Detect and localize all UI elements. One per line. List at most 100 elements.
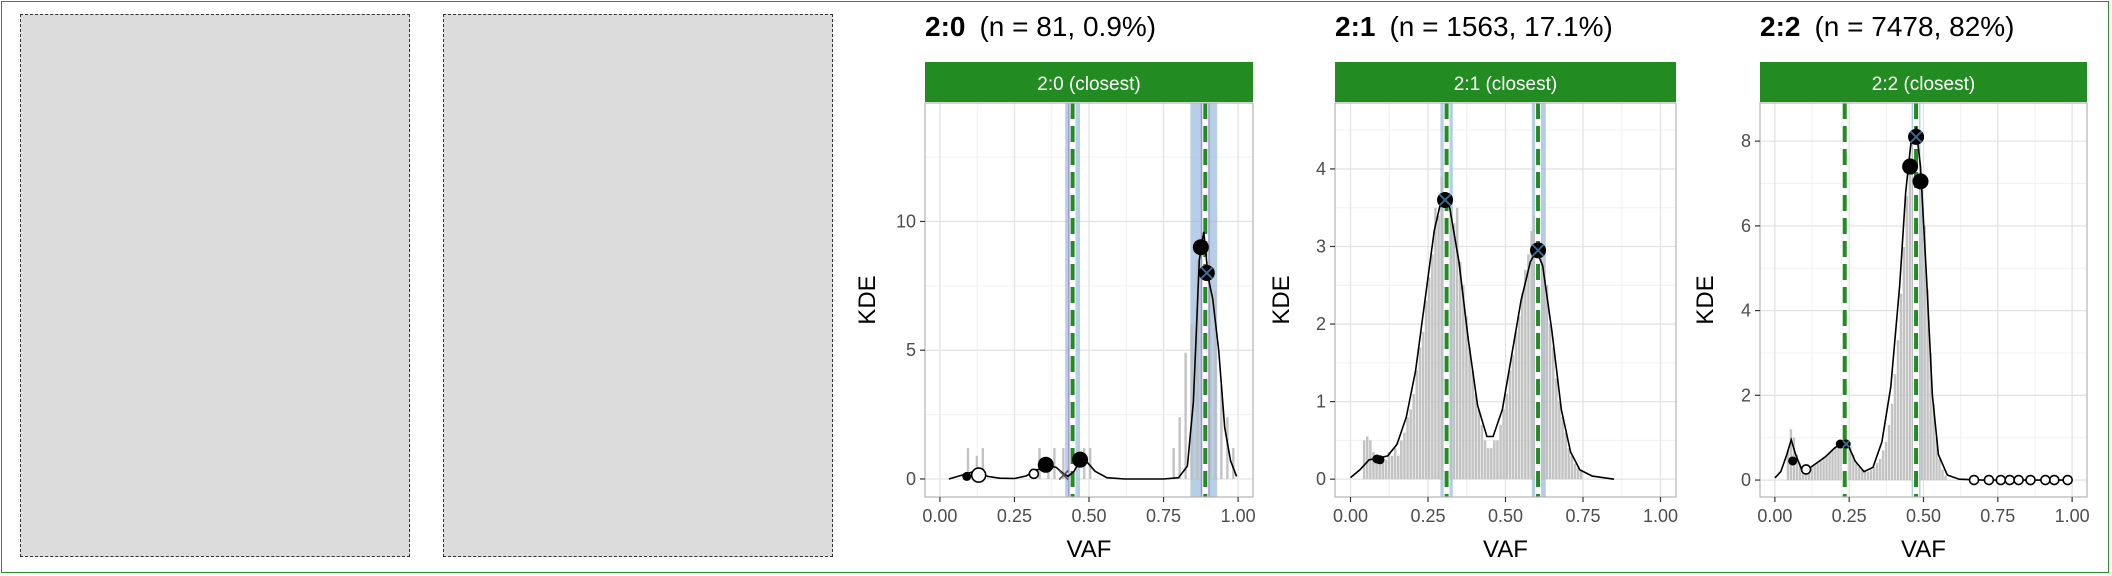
y-tick-label: 0 <box>1316 469 1326 489</box>
peak-point-marker <box>1531 244 1545 257</box>
title-cn-label: 2:0 <box>925 11 965 42</box>
histogram-bar <box>1822 456 1825 481</box>
title-count-label: (n = 1563, 17.1%) <box>1389 11 1612 42</box>
histogram-bar <box>1944 475 1947 481</box>
peak-point-cross <box>1058 470 1069 481</box>
y-axis-label: KDE <box>854 275 881 324</box>
y-tick-label: 8 <box>1741 131 1751 151</box>
histogram-bar <box>1226 417 1229 479</box>
x-tick-label: 0.75 <box>1980 506 2015 526</box>
histogram-bar <box>1881 450 1885 481</box>
histogram-bar <box>1878 458 1882 481</box>
histogram-bar <box>1375 455 1378 480</box>
peak-point <box>1037 456 1054 473</box>
histogram-bar <box>1372 452 1375 480</box>
histogram-bar <box>1184 352 1187 479</box>
histogram-bar <box>1505 393 1508 480</box>
y-tick-label: 2 <box>1316 314 1326 334</box>
title-cn-label: 2:1 <box>1335 11 1375 42</box>
histogram-bar <box>1508 370 1512 480</box>
histogram-bar <box>1397 455 1400 480</box>
peak-point-open <box>1983 474 1995 486</box>
histogram-bar <box>1459 261 1462 480</box>
histogram-bar <box>1486 448 1490 480</box>
facet-strip <box>1760 62 2087 102</box>
facet-strip <box>925 62 1253 102</box>
histogram-bar <box>1867 471 1870 481</box>
x-tick-label: 0.50 <box>1071 506 1106 526</box>
x-tick-label: 0.25 <box>1832 506 1867 526</box>
histogram-bar <box>1938 458 1941 481</box>
facet-strip-label: 2:2 (closest) <box>1872 74 1975 95</box>
histogram-bar <box>1929 352 1932 481</box>
histogram-bar <box>1555 378 1558 480</box>
y-tick-label: 2 <box>1741 385 1751 405</box>
histogram-bar <box>1935 437 1938 481</box>
histogram-bar <box>1431 254 1434 480</box>
histogram-bar <box>1406 417 1409 480</box>
histogram-bar <box>1872 467 1876 481</box>
histogram-bar <box>1920 179 1923 481</box>
peak-point-marker <box>1842 440 1850 448</box>
chart-title: 2:2 (n = 7478, 82%) <box>1760 11 2015 42</box>
y-tick-label: 4 <box>1316 159 1326 179</box>
histogram-bar <box>1789 429 1793 481</box>
histogram-bar <box>1890 403 1894 481</box>
histogram-bar <box>1428 277 1431 480</box>
histogram-bar <box>1786 450 1790 481</box>
histogram-bar <box>1418 347 1422 480</box>
histogram-bar <box>1062 448 1065 479</box>
histogram-bar <box>1810 467 1813 481</box>
histogram-bar <box>1403 432 1406 480</box>
histogram-bar <box>1828 452 1831 481</box>
histogram-bar <box>1573 463 1577 480</box>
x-tick-label: 0.25 <box>1410 506 1445 526</box>
title-cn-label: 2:2 <box>1760 11 1800 42</box>
histogram-bar <box>1434 207 1437 480</box>
x-tick-label: 1.00 <box>1221 506 1256 526</box>
x-tick-label: 0.50 <box>1906 506 1941 526</box>
peak-point-marker <box>1438 193 1452 207</box>
histogram-bar <box>1858 467 1861 481</box>
histogram-bar <box>1902 247 1906 481</box>
x-tick-label: 0.00 <box>922 506 957 526</box>
histogram-bar <box>1570 455 1574 480</box>
histogram-bar <box>1437 215 1440 480</box>
y-axis-label: KDE <box>1692 275 1719 324</box>
histogram-bar <box>1490 448 1493 480</box>
histogram-bar <box>1923 225 1926 481</box>
histogram-bar <box>1926 289 1929 481</box>
histogram-bar <box>1178 417 1181 479</box>
histogram-bar <box>1455 207 1459 480</box>
histogram-bar <box>1869 469 1873 481</box>
peak-point <box>1192 239 1209 256</box>
histogram-bar <box>1941 469 1944 481</box>
peak-point <box>1375 455 1385 465</box>
y-tick-label: 10 <box>896 211 916 231</box>
facet-strip-label: 2:1 (closest) <box>1454 74 1557 95</box>
peak-point <box>1788 456 1798 466</box>
histogram-bar <box>1440 176 1443 480</box>
histogram-bar <box>1474 393 1477 480</box>
x-axis-label: VAF <box>1901 536 1946 563</box>
histogram-bar <box>1514 331 1518 480</box>
histogram-bar <box>1362 440 1366 480</box>
histogram-bar <box>1819 460 1822 481</box>
x-tick-label: 1.00 <box>2055 506 2090 526</box>
title-count-label: (n = 7478, 82%) <box>1814 11 2014 42</box>
histogram-bar <box>1545 285 1549 480</box>
x-axis-label: VAF <box>1067 536 1112 563</box>
histogram-bar <box>1452 223 1456 480</box>
histogram-bar <box>1480 424 1484 480</box>
histogram-bar <box>1053 448 1056 479</box>
histogram-bar <box>1421 331 1425 480</box>
density-curve <box>1349 196 1615 480</box>
peak-point <box>1902 158 1919 175</box>
histogram-bar <box>1190 324 1193 479</box>
histogram-bar <box>1477 409 1481 480</box>
histogram-bar <box>1899 293 1903 481</box>
histogram-bar <box>1089 448 1092 479</box>
facet-strip <box>1335 62 1676 102</box>
histogram-bar <box>1387 452 1391 480</box>
